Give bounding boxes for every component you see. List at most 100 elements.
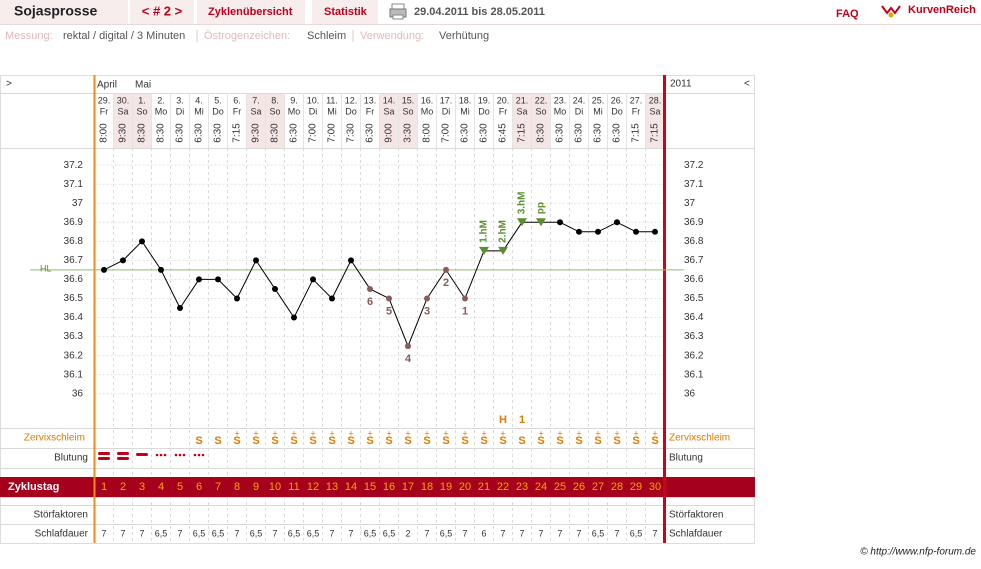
sleep-duration: 6,5 [288, 528, 301, 538]
y-tick-label: 36.6 [64, 274, 84, 285]
chart-frame [0, 75, 755, 544]
month-label: April [97, 80, 117, 91]
weekday-label: Do [478, 106, 490, 116]
sleep-duration: 7 [101, 528, 106, 538]
mucus-sign: S [366, 435, 373, 447]
sleep-duration: 6,5 [630, 528, 643, 538]
grid [0, 93, 755, 543]
tab-label[interactable]: Statistik [324, 6, 368, 18]
mucus-sign: S [347, 435, 354, 447]
sleep-duration: 7 [177, 528, 182, 538]
row-label: Störfaktoren [34, 510, 88, 521]
time-label: 7:15 [232, 123, 243, 143]
weekday-label: So [269, 106, 280, 116]
time-label: 6:30 [555, 123, 566, 143]
weekday-label: So [402, 106, 413, 116]
mucus-sign: S [328, 435, 335, 447]
tab-label[interactable]: Zyklenübersicht [208, 6, 293, 18]
time-label: 6:30 [460, 123, 471, 143]
y-tick-label: 36.5 [684, 293, 704, 304]
day-label: 5. [214, 95, 222, 105]
weekend-shade [246, 93, 266, 148]
y-tick-label: 36.1 [64, 369, 84, 380]
day-label: 16. [421, 95, 434, 105]
mucus-plus: + [652, 428, 657, 438]
time-label: 6:30 [213, 123, 224, 143]
temperature-point [443, 266, 449, 273]
weekday-label: So [535, 106, 546, 116]
cycle-day: 6 [196, 481, 202, 493]
sleep-duration: 6,5 [592, 528, 605, 538]
year-label: 2011 [670, 79, 692, 90]
y-tick-label: 36.9 [64, 217, 84, 228]
weekday-label: Di [176, 106, 185, 116]
time-label: 6:30 [175, 123, 186, 143]
temperature-point [595, 228, 601, 235]
cycle-day: 22 [497, 481, 509, 493]
peak-label: H [499, 414, 507, 426]
info-value: rektal / digital / 3 Minuten [63, 30, 185, 42]
sleep-duration: 7 [652, 528, 657, 538]
row-label: Zervixschleim [24, 433, 85, 444]
temperature-point [424, 295, 430, 302]
cycle-nav[interactable]: < # 2 > [142, 3, 183, 18]
brand-logo[interactable] [881, 5, 901, 18]
sleep-duration: 2 [405, 528, 410, 538]
weekday-label: Mo [554, 106, 567, 116]
bleeding-light [174, 453, 186, 457]
cycle-day: 16 [383, 481, 395, 493]
mucus-sign: S [537, 435, 544, 447]
nav-tab[interactable] [130, 0, 194, 24]
mucus-plus: + [614, 428, 619, 438]
time-label: 6:30 [289, 123, 300, 143]
mucus-sign: S [651, 435, 658, 447]
day-label: 26. [611, 95, 624, 105]
time-label: 7:00 [441, 123, 452, 143]
bleeding-symbols [98, 452, 205, 460]
bleeding-light [193, 453, 205, 457]
brand-name[interactable]: KurvenReich [908, 4, 976, 16]
cycle-day: 8 [234, 481, 240, 493]
day-label: 10. [307, 95, 320, 105]
weekday-label: Fr [499, 106, 508, 116]
sleep-duration: 6,5 [307, 528, 320, 538]
cycle-day: 24 [535, 481, 547, 493]
y-tick-label: 37.1 [64, 179, 84, 190]
y-tick-label: 36.2 [64, 350, 84, 361]
weekday-label: Fr [233, 106, 242, 116]
day-label: 28. [649, 95, 662, 105]
day-label: 11. [326, 95, 338, 105]
day-label: 2. [157, 95, 165, 105]
mucus-plus: + [272, 428, 277, 438]
peak-label: 1 [519, 414, 525, 426]
cycle-day: 30 [649, 481, 661, 493]
tab[interactable] [312, 0, 378, 24]
weekday-label: Sa [383, 106, 394, 116]
y-tick-label: 36.8 [684, 236, 704, 247]
weekday-label: Mi [593, 106, 603, 116]
day-label: 17. [440, 95, 453, 105]
higher-marker [536, 218, 546, 227]
nav-next[interactable]: < [744, 79, 750, 90]
bleeding-light [155, 453, 167, 457]
print-icon[interactable] [389, 3, 407, 20]
marker-label: 1.hM [479, 220, 490, 243]
weekday-label: Sa [117, 106, 128, 116]
nav-prev[interactable]: > [6, 79, 12, 90]
y-tick-label: 36.3 [684, 331, 704, 342]
day-label: 30. [117, 95, 130, 105]
mucus-plus: + [557, 428, 562, 438]
sleep-duration: 7 [139, 528, 144, 538]
weekday-label: Mo [288, 106, 301, 116]
temperature-point [557, 219, 563, 226]
sleep-duration: 7 [557, 528, 562, 538]
temperature-point [652, 228, 658, 235]
weekday-label: Di [309, 106, 318, 116]
tab[interactable] [197, 0, 305, 24]
faq-link[interactable]: FAQ [836, 8, 859, 20]
temperature-point [291, 314, 297, 321]
weekday-label: So [136, 106, 147, 116]
day-label: 12. [345, 95, 358, 105]
sleep-duration: 6,5 [440, 528, 453, 538]
